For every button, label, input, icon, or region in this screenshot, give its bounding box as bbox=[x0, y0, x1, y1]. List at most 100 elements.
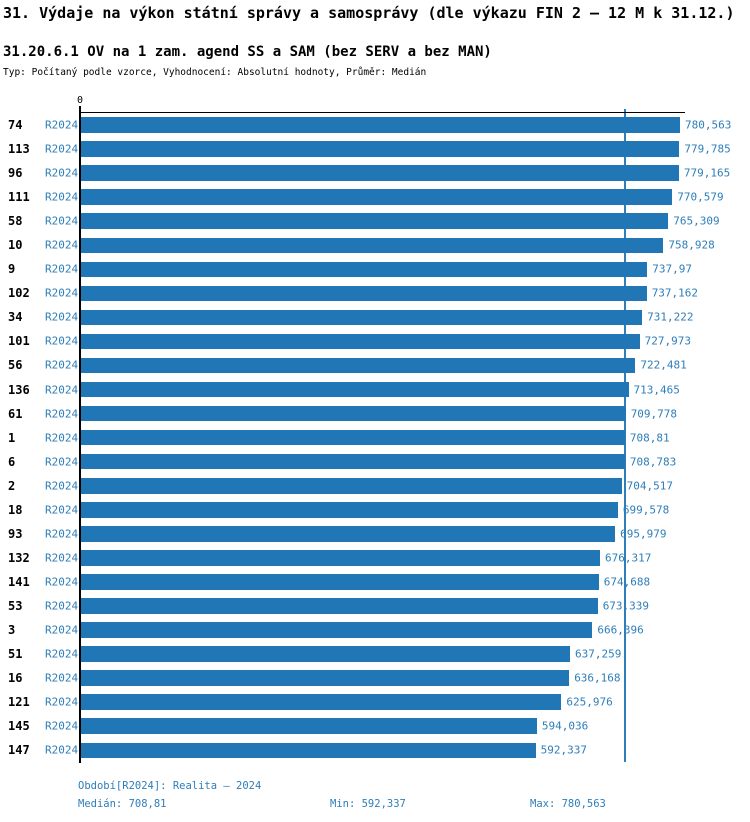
chart-row: 18 R2024 699,578 bbox=[0, 498, 750, 522]
bar-value-label: 636,168 bbox=[574, 671, 621, 685]
row-period-label: R2024 bbox=[45, 238, 79, 252]
row-period-label: R2024 bbox=[45, 118, 79, 132]
chart-row: 74 R2024 780,563 bbox=[0, 113, 750, 137]
bar-value-label: 709,778 bbox=[630, 407, 678, 421]
row-id-label: 6 bbox=[8, 454, 16, 469]
chart-row: 121 R2024 625,976 bbox=[0, 690, 750, 714]
bar[interactable] bbox=[81, 526, 616, 542]
chart-row: 93 R2024 695,979 bbox=[0, 522, 750, 546]
bar[interactable] bbox=[81, 478, 622, 494]
chart-row: 61 R2024 709,778 bbox=[0, 402, 750, 426]
bar[interactable] bbox=[81, 405, 626, 422]
row-period-label: R2024 bbox=[45, 575, 79, 589]
row-period-label: R2024 bbox=[45, 166, 79, 180]
bar-value-label: 758,928 bbox=[668, 238, 715, 252]
bar[interactable] bbox=[81, 165, 679, 181]
row-id-label: 111 bbox=[8, 190, 30, 205]
row-period-label: R2024 bbox=[45, 479, 79, 493]
bar-value-label: 737,162 bbox=[651, 286, 699, 300]
chart-row: 34 R2024 731,222 bbox=[0, 305, 750, 329]
bar[interactable] bbox=[81, 333, 640, 350]
footer-min-label: Min: 592,337 bbox=[330, 798, 406, 810]
bar[interactable] bbox=[81, 117, 680, 133]
row-id-label: 102 bbox=[8, 286, 30, 301]
bar-value-label: 713,465 bbox=[633, 383, 680, 397]
bar[interactable] bbox=[81, 453, 625, 470]
row-period-label: R2024 bbox=[45, 214, 79, 228]
bar[interactable] bbox=[81, 622, 593, 638]
chart-row: 111 R2024 770,579 bbox=[0, 185, 750, 209]
row-id-label: 113 bbox=[8, 142, 30, 157]
row-period-label: R2024 bbox=[45, 743, 79, 757]
row-id-label: 18 bbox=[8, 502, 23, 517]
chart-row: 102 R2024 737,162 bbox=[0, 281, 750, 305]
bar-value-label: 704,517 bbox=[626, 479, 673, 493]
indicator-meta: Typ: Počítaný podle vzorce, Vyhodnocení:… bbox=[3, 67, 427, 78]
row-period-label: R2024 bbox=[45, 671, 79, 685]
row-id-label: 132 bbox=[8, 550, 30, 565]
row-period-label: R2024 bbox=[45, 310, 79, 324]
y-axis-line bbox=[79, 106, 81, 763]
row-id-label: 74 bbox=[8, 118, 23, 133]
bar[interactable] bbox=[81, 237, 664, 254]
row-period-label: R2024 bbox=[45, 503, 79, 517]
bar[interactable] bbox=[81, 718, 537, 734]
bar[interactable] bbox=[81, 357, 636, 374]
chart-row: 132 R2024 676,317 bbox=[0, 546, 750, 570]
bar[interactable] bbox=[81, 141, 680, 157]
bar[interactable] bbox=[81, 381, 629, 398]
row-period-label: R2024 bbox=[45, 262, 79, 276]
bar[interactable] bbox=[81, 502, 618, 518]
bar[interactable] bbox=[81, 261, 648, 278]
row-period-label: R2024 bbox=[45, 455, 79, 469]
bar[interactable] bbox=[81, 574, 599, 590]
footer-median-label: Medián: 708,81 bbox=[78, 798, 167, 810]
bar-value-label: 779,785 bbox=[684, 142, 731, 156]
bar[interactable] bbox=[81, 309, 643, 326]
chart-row: 16 R2024 636,168 bbox=[0, 666, 750, 690]
chart-row: 51 R2024 637,259 bbox=[0, 642, 750, 666]
median-line bbox=[624, 109, 626, 762]
bar-value-label: 674,688 bbox=[603, 575, 651, 589]
bar[interactable] bbox=[81, 189, 673, 205]
row-period-label: R2024 bbox=[45, 358, 79, 372]
row-id-label: 61 bbox=[8, 406, 23, 421]
bar-value-label: 625,976 bbox=[566, 695, 613, 709]
bar[interactable] bbox=[81, 285, 647, 302]
row-id-label: 1 bbox=[8, 430, 16, 445]
row-period-label: R2024 bbox=[45, 142, 79, 156]
row-id-label: 56 bbox=[8, 358, 23, 373]
bar-value-label: 708,81 bbox=[629, 431, 670, 445]
row-period-label: R2024 bbox=[45, 647, 79, 661]
bar-value-label: 637,259 bbox=[575, 647, 622, 661]
chart-row: 10 R2024 758,928 bbox=[0, 233, 750, 257]
row-id-label: 93 bbox=[8, 526, 23, 541]
bar-value-label: 737,97 bbox=[652, 262, 693, 276]
page-title: 31. Výdaje na výkon státní správy a samo… bbox=[3, 4, 735, 22]
bar[interactable] bbox=[81, 550, 600, 566]
row-period-label: R2024 bbox=[45, 623, 79, 637]
bar[interactable] bbox=[81, 646, 570, 662]
bar[interactable] bbox=[81, 429, 625, 446]
row-period-label: R2024 bbox=[45, 719, 79, 733]
row-period-label: R2024 bbox=[45, 551, 79, 565]
chart-row: 136 R2024 713,465 bbox=[0, 378, 750, 402]
bar-value-label: 770,579 bbox=[677, 190, 724, 204]
bar-value-label: 695,979 bbox=[620, 527, 667, 541]
bar[interactable] bbox=[81, 213, 669, 229]
bar[interactable] bbox=[81, 694, 562, 710]
row-id-label: 10 bbox=[8, 238, 23, 253]
indicator-subtitle: 31.20.6.1 OV na 1 zam. agend SS a SAM (b… bbox=[3, 44, 492, 60]
bar-value-label: 731,222 bbox=[647, 310, 694, 324]
bar-chart: 74 R2024 780,563 113 R2024 779,785 96 R2… bbox=[0, 113, 750, 762]
row-period-label: R2024 bbox=[45, 407, 79, 421]
row-id-label: 147 bbox=[8, 743, 30, 758]
bar-value-label: 673,339 bbox=[602, 599, 650, 613]
bar[interactable] bbox=[81, 742, 536, 759]
chart-row: 145 R2024 594,036 bbox=[0, 714, 750, 738]
bar[interactable] bbox=[81, 598, 598, 614]
bar-value-label: 708,783 bbox=[629, 455, 677, 469]
bar[interactable] bbox=[81, 670, 570, 686]
chart-row: 53 R2024 673,339 bbox=[0, 594, 750, 618]
